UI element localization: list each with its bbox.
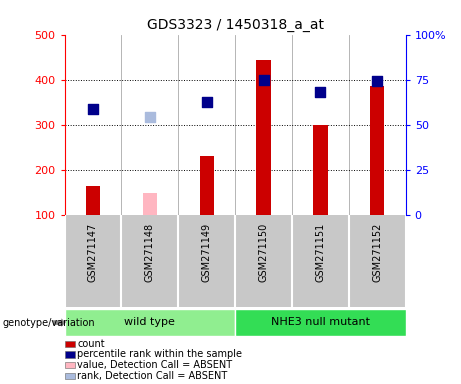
Point [317,89,324,95]
Point [373,78,381,84]
Text: GSM271148: GSM271148 [145,222,155,281]
Point [260,77,267,83]
Bar [235,309,406,336]
Bar [143,194,157,215]
Text: value, Detection Call = ABSENT: value, Detection Call = ABSENT [77,360,232,370]
Bar [313,125,327,215]
Bar [370,86,384,215]
Point [146,114,154,120]
Bar [256,60,271,215]
Text: GSM271147: GSM271147 [88,222,98,281]
Text: GSM271149: GSM271149 [201,222,212,281]
Bar [65,309,235,336]
Text: wild type: wild type [124,317,175,327]
Point [89,106,97,112]
Text: genotype/variation: genotype/variation [2,318,95,328]
Title: GDS3323 / 1450318_a_at: GDS3323 / 1450318_a_at [147,18,324,32]
Text: count: count [77,339,105,349]
Text: GSM271151: GSM271151 [315,222,325,281]
Text: rank, Detection Call = ABSENT: rank, Detection Call = ABSENT [77,371,228,381]
Text: GSM271150: GSM271150 [259,222,269,281]
Bar [86,186,100,215]
Text: percentile rank within the sample: percentile rank within the sample [77,349,242,359]
Bar [200,156,214,215]
Text: GSM271152: GSM271152 [372,222,382,282]
Text: NHE3 null mutant: NHE3 null mutant [271,317,370,327]
Point [203,99,210,105]
